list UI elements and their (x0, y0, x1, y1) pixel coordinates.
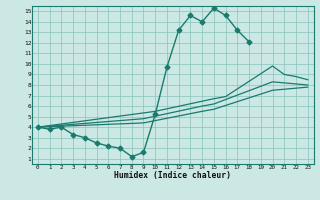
X-axis label: Humidex (Indice chaleur): Humidex (Indice chaleur) (114, 171, 231, 180)
